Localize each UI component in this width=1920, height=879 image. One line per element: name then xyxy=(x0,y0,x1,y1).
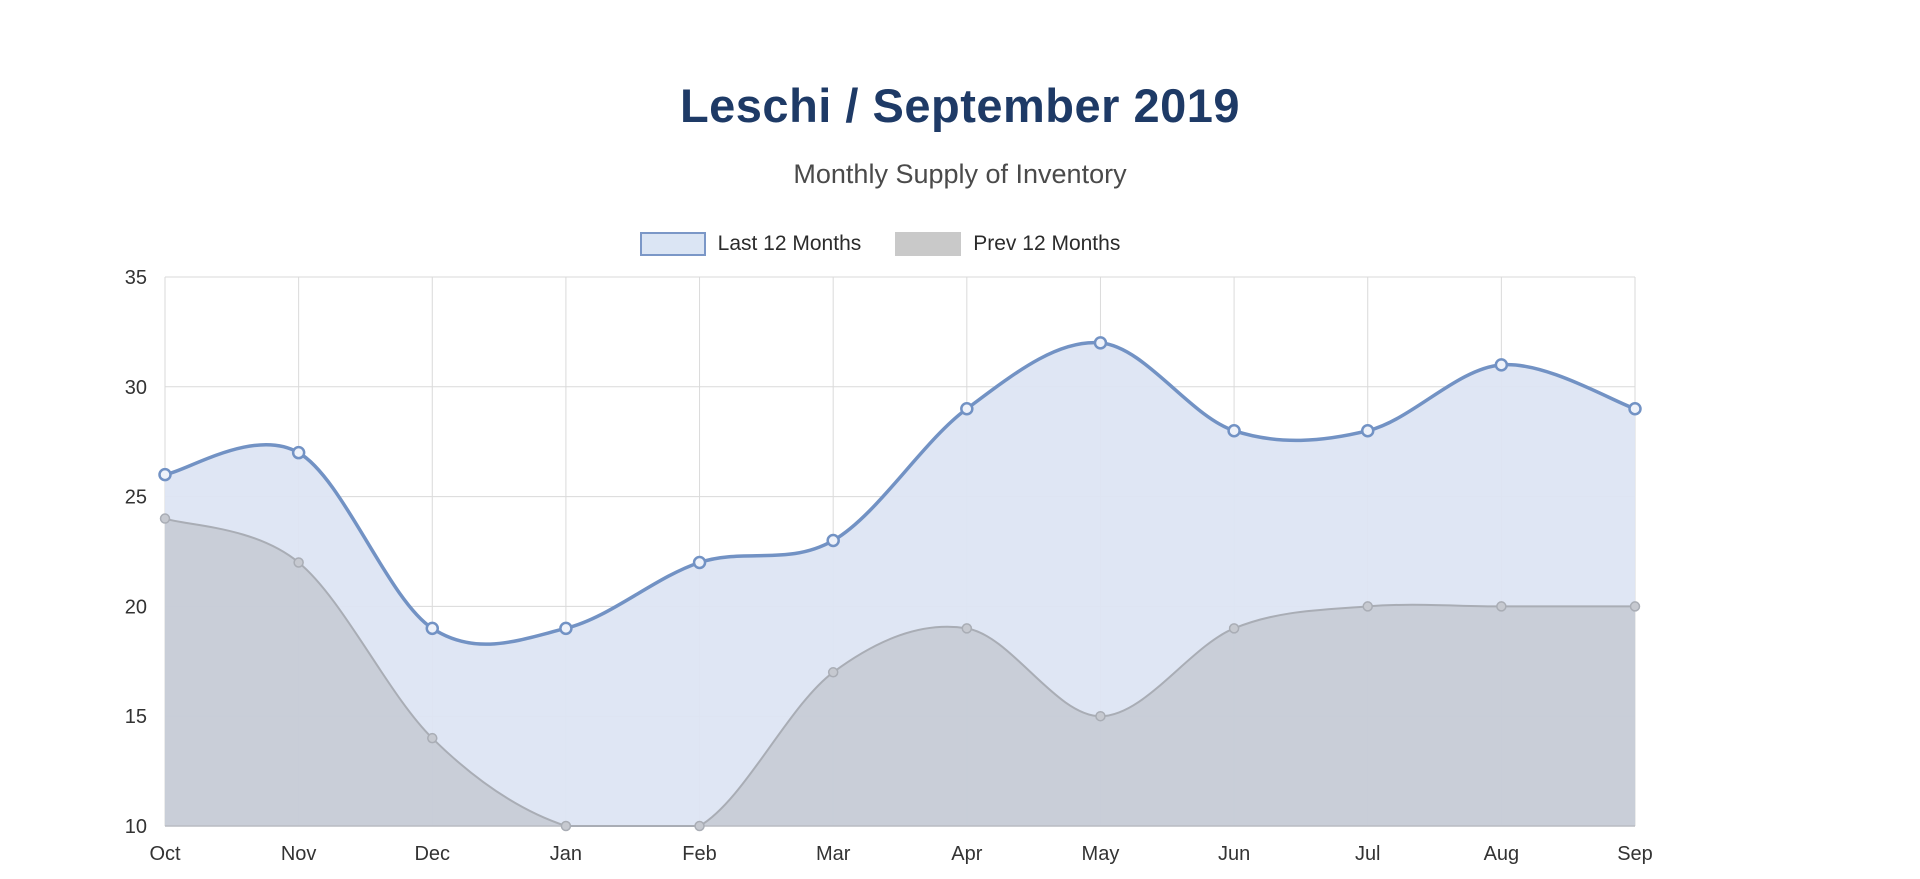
x-axis-tick-label: Dec xyxy=(414,843,450,865)
x-axis-tick-label: Aug xyxy=(1484,843,1520,865)
x-axis-tick-label: Jun xyxy=(1218,843,1250,865)
x-axis-tick-label: Mar xyxy=(816,843,851,865)
x-axis-tick-label: May xyxy=(1082,843,1120,865)
x-axis-tick-label: Jan xyxy=(550,843,582,865)
y-axis-tick-label: 10 xyxy=(125,816,147,838)
marker-prev-12-months[interactable] xyxy=(1496,601,1507,612)
x-axis-tick-label: Feb xyxy=(682,843,716,865)
chart-legend: Last 12 Months Prev 12 Months xyxy=(0,232,1760,256)
marker-last-12-months[interactable] xyxy=(158,467,172,482)
y-axis-tick-label: 35 xyxy=(125,267,147,289)
legend-item-prev-12-months[interactable]: Prev 12 Months xyxy=(895,232,1120,256)
x-axis-tick-label: Nov xyxy=(281,843,317,865)
x-axis-tick-label: Apr xyxy=(951,843,982,865)
marker-last-12-months[interactable] xyxy=(1227,423,1241,438)
marker-prev-12-months[interactable] xyxy=(694,820,705,832)
marker-last-12-months[interactable] xyxy=(559,621,573,636)
marker-prev-12-months[interactable] xyxy=(293,557,304,568)
marker-prev-12-months[interactable] xyxy=(159,513,171,524)
legend-swatch-last-12-months xyxy=(639,232,706,256)
y-axis-tick-label: 20 xyxy=(125,596,147,618)
marker-last-12-months[interactable] xyxy=(1628,402,1642,416)
marker-prev-12-months[interactable] xyxy=(427,732,438,744)
marker-last-12-months[interactable] xyxy=(960,402,974,416)
x-axis-tick-label: Jul xyxy=(1355,843,1381,865)
marker-prev-12-months[interactable] xyxy=(1629,601,1641,612)
marker-prev-12-months[interactable] xyxy=(1228,623,1240,634)
marker-last-12-months[interactable] xyxy=(1494,358,1509,372)
marker-prev-12-months[interactable] xyxy=(961,623,973,634)
line-last-12-months xyxy=(164,340,1636,646)
legend-label-prev-12-months: Prev 12 Months xyxy=(973,232,1121,255)
marker-prev-12-months[interactable] xyxy=(1095,710,1106,722)
marker-last-12-months[interactable] xyxy=(425,621,440,636)
marker-last-12-months[interactable] xyxy=(826,533,840,548)
y-axis-tick-label: 25 xyxy=(125,487,147,509)
y-axis-tick-label: 15 xyxy=(125,706,147,728)
marker-last-12-months[interactable] xyxy=(1093,336,1108,350)
marker-prev-12-months[interactable] xyxy=(560,820,572,832)
legend-swatch-prev-12-months xyxy=(895,232,962,256)
marker-last-12-months[interactable] xyxy=(291,445,306,460)
marker-prev-12-months[interactable] xyxy=(827,667,839,678)
legend-item-last-12-months[interactable]: Last 12 Months xyxy=(639,232,862,256)
marker-prev-12-months[interactable] xyxy=(1362,601,1373,612)
legend-label-last-12-months: Last 12 Months xyxy=(717,232,862,255)
y-axis-tick-label: 30 xyxy=(125,377,147,399)
marker-last-12-months[interactable] xyxy=(1360,423,1375,438)
x-axis-tick-label: Sep xyxy=(1617,843,1653,865)
area-prev-12-months xyxy=(165,518,1635,826)
x-axis-tick-label: Oct xyxy=(149,843,181,865)
marker-last-12-months[interactable] xyxy=(692,555,707,570)
